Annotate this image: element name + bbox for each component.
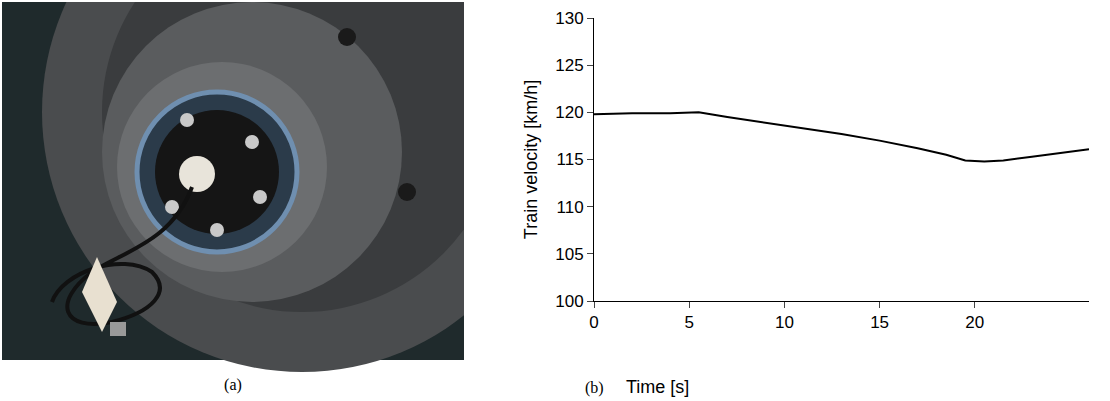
svg-text:130: 130 bbox=[555, 9, 583, 28]
svg-text:110: 110 bbox=[556, 198, 583, 217]
svg-text:105: 105 bbox=[555, 245, 583, 264]
svg-text:125: 125 bbox=[555, 56, 583, 75]
svg-text:Train velocity [km/h]: Train velocity [km/h] bbox=[521, 80, 541, 239]
svg-text:120: 120 bbox=[555, 103, 583, 122]
svg-text:100: 100 bbox=[555, 292, 583, 311]
svg-text:5: 5 bbox=[684, 313, 693, 332]
svg-text:115: 115 bbox=[556, 150, 583, 169]
svg-text:15: 15 bbox=[870, 313, 889, 332]
svg-text:20: 20 bbox=[965, 313, 984, 332]
svg-text:10: 10 bbox=[775, 313, 794, 332]
svg-text:(a): (a) bbox=[224, 376, 242, 394]
svg-text:(b): (b) bbox=[585, 379, 604, 397]
svg-text:0: 0 bbox=[589, 313, 598, 332]
svg-text:Time [s]: Time [s] bbox=[626, 377, 689, 397]
